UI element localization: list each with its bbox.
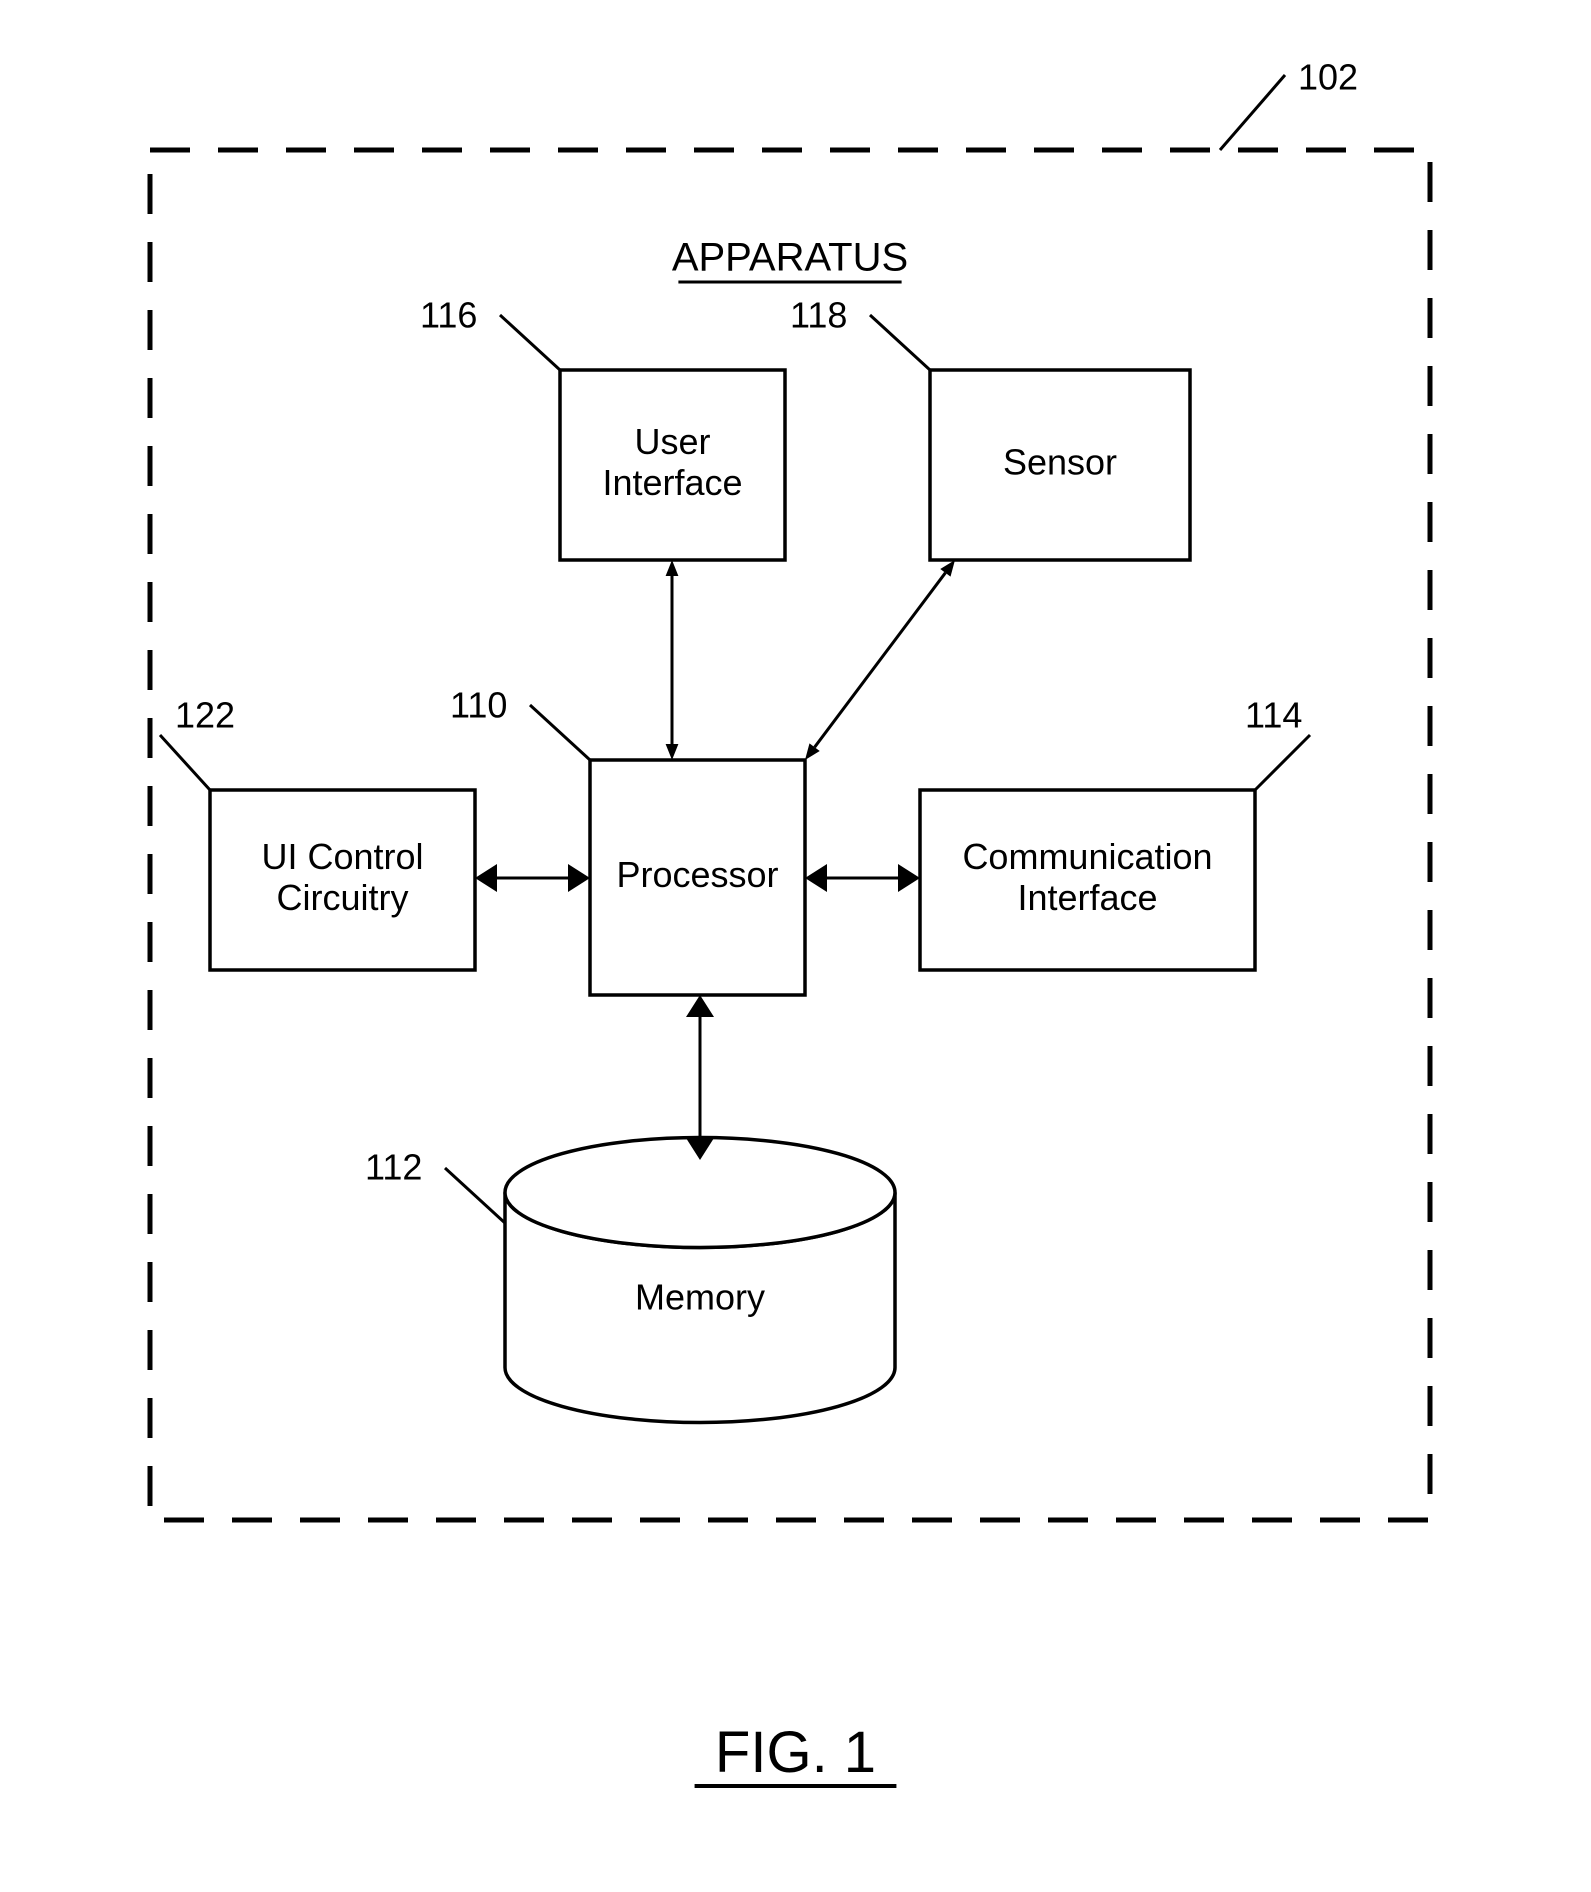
node-memory-label-0: Memory [635, 1277, 765, 1318]
apparatus-title: APPARATUS [672, 236, 908, 280]
arrow-head [805, 864, 827, 892]
node-comm_interface-label-0: Communication [962, 836, 1212, 877]
leader-112 [445, 1168, 505, 1223]
arrow-head [805, 743, 820, 760]
node-comm_interface-label-1: Interface [1017, 877, 1157, 918]
arrow-head [898, 864, 920, 892]
node-user_interface-label-1: Interface [602, 462, 742, 503]
edge-processor-sensor [815, 573, 946, 747]
ref-110: 110 [450, 685, 507, 726]
leader-118 [870, 315, 930, 370]
node-ui_control-label-0: UI Control [261, 836, 423, 877]
leader-102 [1220, 75, 1285, 150]
ref-116: 116 [420, 295, 477, 336]
arrow-head [940, 560, 955, 577]
node-processor-label-0: Processor [616, 854, 778, 895]
ref-114: 114 [1245, 695, 1302, 736]
ref-118: 118 [790, 295, 847, 336]
ref-122: 122 [175, 695, 235, 736]
arrow-head [666, 744, 679, 760]
arrow-head [568, 864, 590, 892]
arrow-head [475, 864, 497, 892]
node-ui_control-label-1: Circuitry [277, 877, 409, 918]
ref-112: 112 [365, 1147, 422, 1188]
figure-caption: FIG. 1 [715, 1720, 876, 1785]
leader-110 [530, 705, 590, 760]
arrow-head [666, 560, 679, 576]
node-sensor-label-0: Sensor [1003, 442, 1117, 483]
ref-102: 102 [1298, 57, 1358, 98]
node-user_interface-label-0: User [634, 421, 710, 462]
leader-116 [500, 315, 560, 370]
arrow-head [686, 995, 714, 1017]
leader-122 [160, 735, 210, 790]
leader-114 [1255, 735, 1310, 790]
